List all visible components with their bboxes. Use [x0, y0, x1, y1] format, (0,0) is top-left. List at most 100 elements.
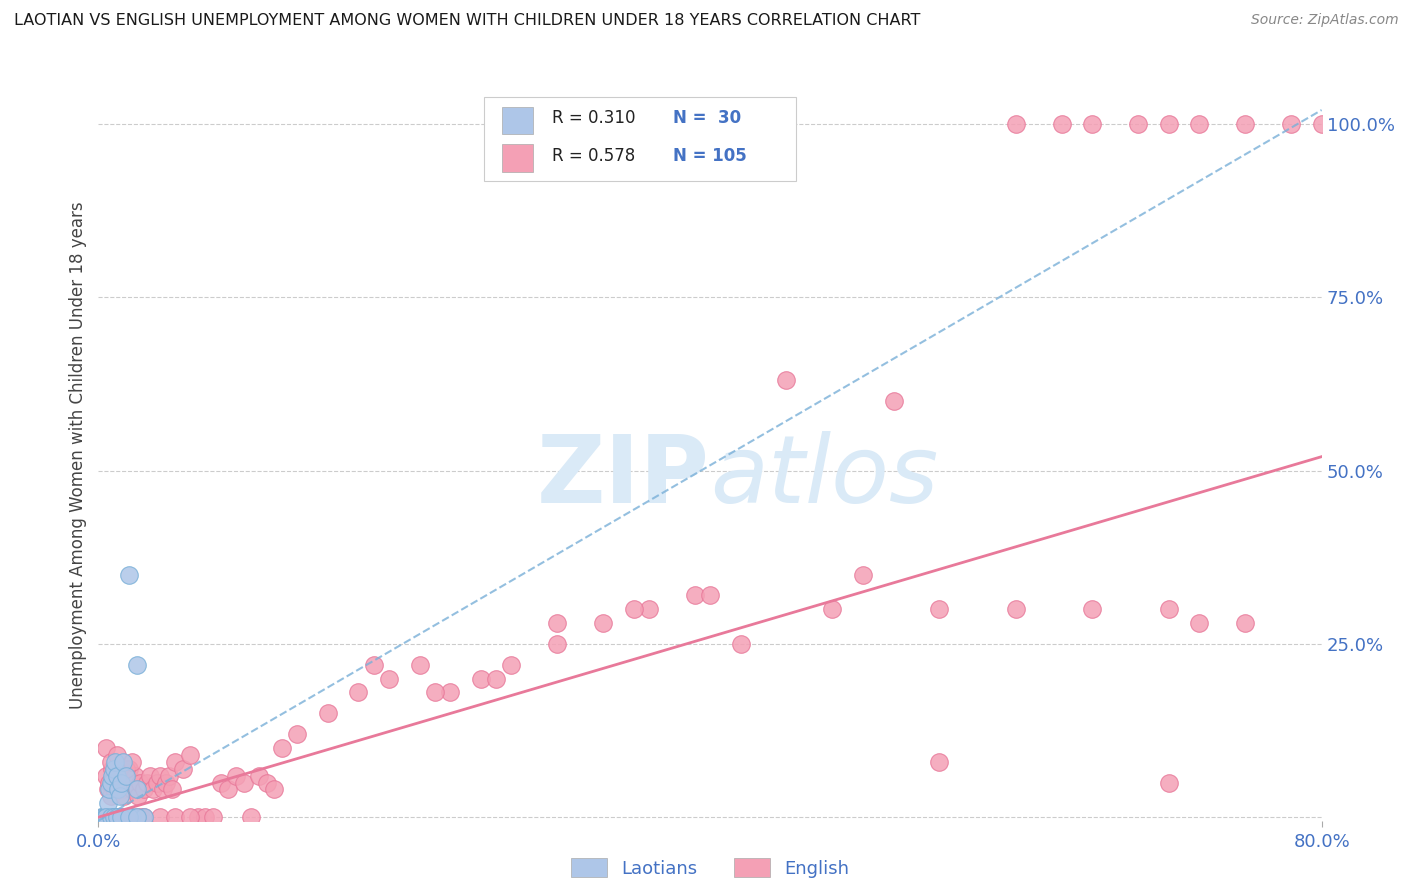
Laotians	[110, 775, 132, 789]
English	[1188, 117, 1211, 131]
English	[115, 775, 138, 789]
English	[928, 602, 950, 616]
Laotians	[105, 768, 128, 782]
Text: Source: ZipAtlas.com: Source: ZipAtlas.com	[1251, 13, 1399, 28]
English	[107, 775, 129, 789]
English	[378, 672, 401, 686]
Laotians	[91, 810, 114, 824]
English	[122, 775, 145, 789]
English	[120, 810, 142, 824]
English	[546, 637, 568, 651]
English	[485, 672, 508, 686]
English	[592, 615, 614, 630]
English	[160, 782, 183, 797]
English	[93, 810, 115, 824]
Laotians	[125, 657, 148, 672]
English	[439, 685, 461, 699]
English	[115, 762, 138, 776]
Y-axis label: Unemployment Among Women with Children Under 18 years: Unemployment Among Women with Children U…	[69, 201, 87, 709]
English	[1234, 117, 1257, 131]
FancyBboxPatch shape	[484, 96, 796, 180]
English	[127, 789, 149, 804]
Laotians	[100, 810, 122, 824]
Text: N =  30: N = 30	[673, 110, 741, 128]
English	[97, 782, 120, 797]
Laotians	[100, 775, 122, 789]
Laotians	[121, 810, 143, 824]
English	[124, 768, 146, 782]
English	[1128, 117, 1150, 131]
English	[128, 775, 150, 789]
English	[1081, 117, 1104, 131]
English	[163, 810, 186, 824]
English	[263, 782, 285, 797]
English	[105, 747, 128, 762]
English	[100, 789, 122, 804]
Laotians	[103, 810, 125, 824]
English	[202, 810, 225, 824]
English	[1188, 615, 1211, 630]
FancyBboxPatch shape	[502, 106, 533, 135]
English	[117, 768, 139, 782]
English	[1157, 602, 1180, 616]
English	[101, 762, 124, 776]
English	[270, 740, 292, 755]
Laotians	[101, 768, 124, 782]
English	[134, 810, 156, 824]
English	[110, 810, 132, 824]
English	[928, 755, 950, 769]
English	[98, 775, 121, 789]
English	[142, 782, 165, 797]
English	[730, 637, 752, 651]
English	[179, 810, 201, 824]
English	[1157, 775, 1180, 789]
Laotians	[103, 810, 125, 824]
English	[94, 740, 117, 755]
English	[247, 768, 270, 782]
English	[118, 762, 141, 776]
Laotians	[118, 567, 141, 582]
Laotians	[115, 768, 138, 782]
FancyBboxPatch shape	[502, 145, 533, 172]
English	[347, 685, 370, 699]
Laotians	[94, 810, 117, 824]
English	[118, 810, 141, 824]
English	[852, 567, 875, 582]
Laotians	[98, 782, 121, 797]
English	[157, 768, 180, 782]
Text: atlos: atlos	[710, 432, 938, 523]
Text: LAOTIAN VS ENGLISH UNEMPLOYMENT AMONG WOMEN WITH CHILDREN UNDER 18 YEARS CORRELA: LAOTIAN VS ENGLISH UNEMPLOYMENT AMONG WO…	[14, 13, 921, 29]
English	[125, 782, 148, 797]
English	[423, 685, 446, 699]
English	[240, 810, 263, 824]
English	[363, 657, 385, 672]
English	[699, 588, 721, 602]
English	[1050, 117, 1073, 131]
English	[546, 615, 568, 630]
English	[179, 747, 201, 762]
English	[408, 657, 430, 672]
English	[623, 602, 645, 616]
English	[149, 768, 172, 782]
English	[103, 810, 125, 824]
English	[501, 657, 523, 672]
Laotians	[104, 755, 127, 769]
English	[225, 768, 247, 782]
Laotians	[108, 789, 131, 804]
English	[152, 782, 174, 797]
Laotians	[97, 797, 120, 811]
English	[683, 588, 706, 602]
English	[112, 789, 135, 804]
Laotians	[125, 810, 148, 824]
Laotians	[125, 782, 148, 797]
English	[94, 768, 117, 782]
Laotians	[111, 755, 134, 769]
English	[209, 775, 232, 789]
Laotians	[105, 810, 128, 824]
English	[187, 810, 209, 824]
English	[91, 810, 114, 824]
Text: R = 0.578: R = 0.578	[553, 147, 636, 165]
English	[194, 810, 217, 824]
Laotians	[107, 782, 129, 797]
English	[103, 782, 125, 797]
